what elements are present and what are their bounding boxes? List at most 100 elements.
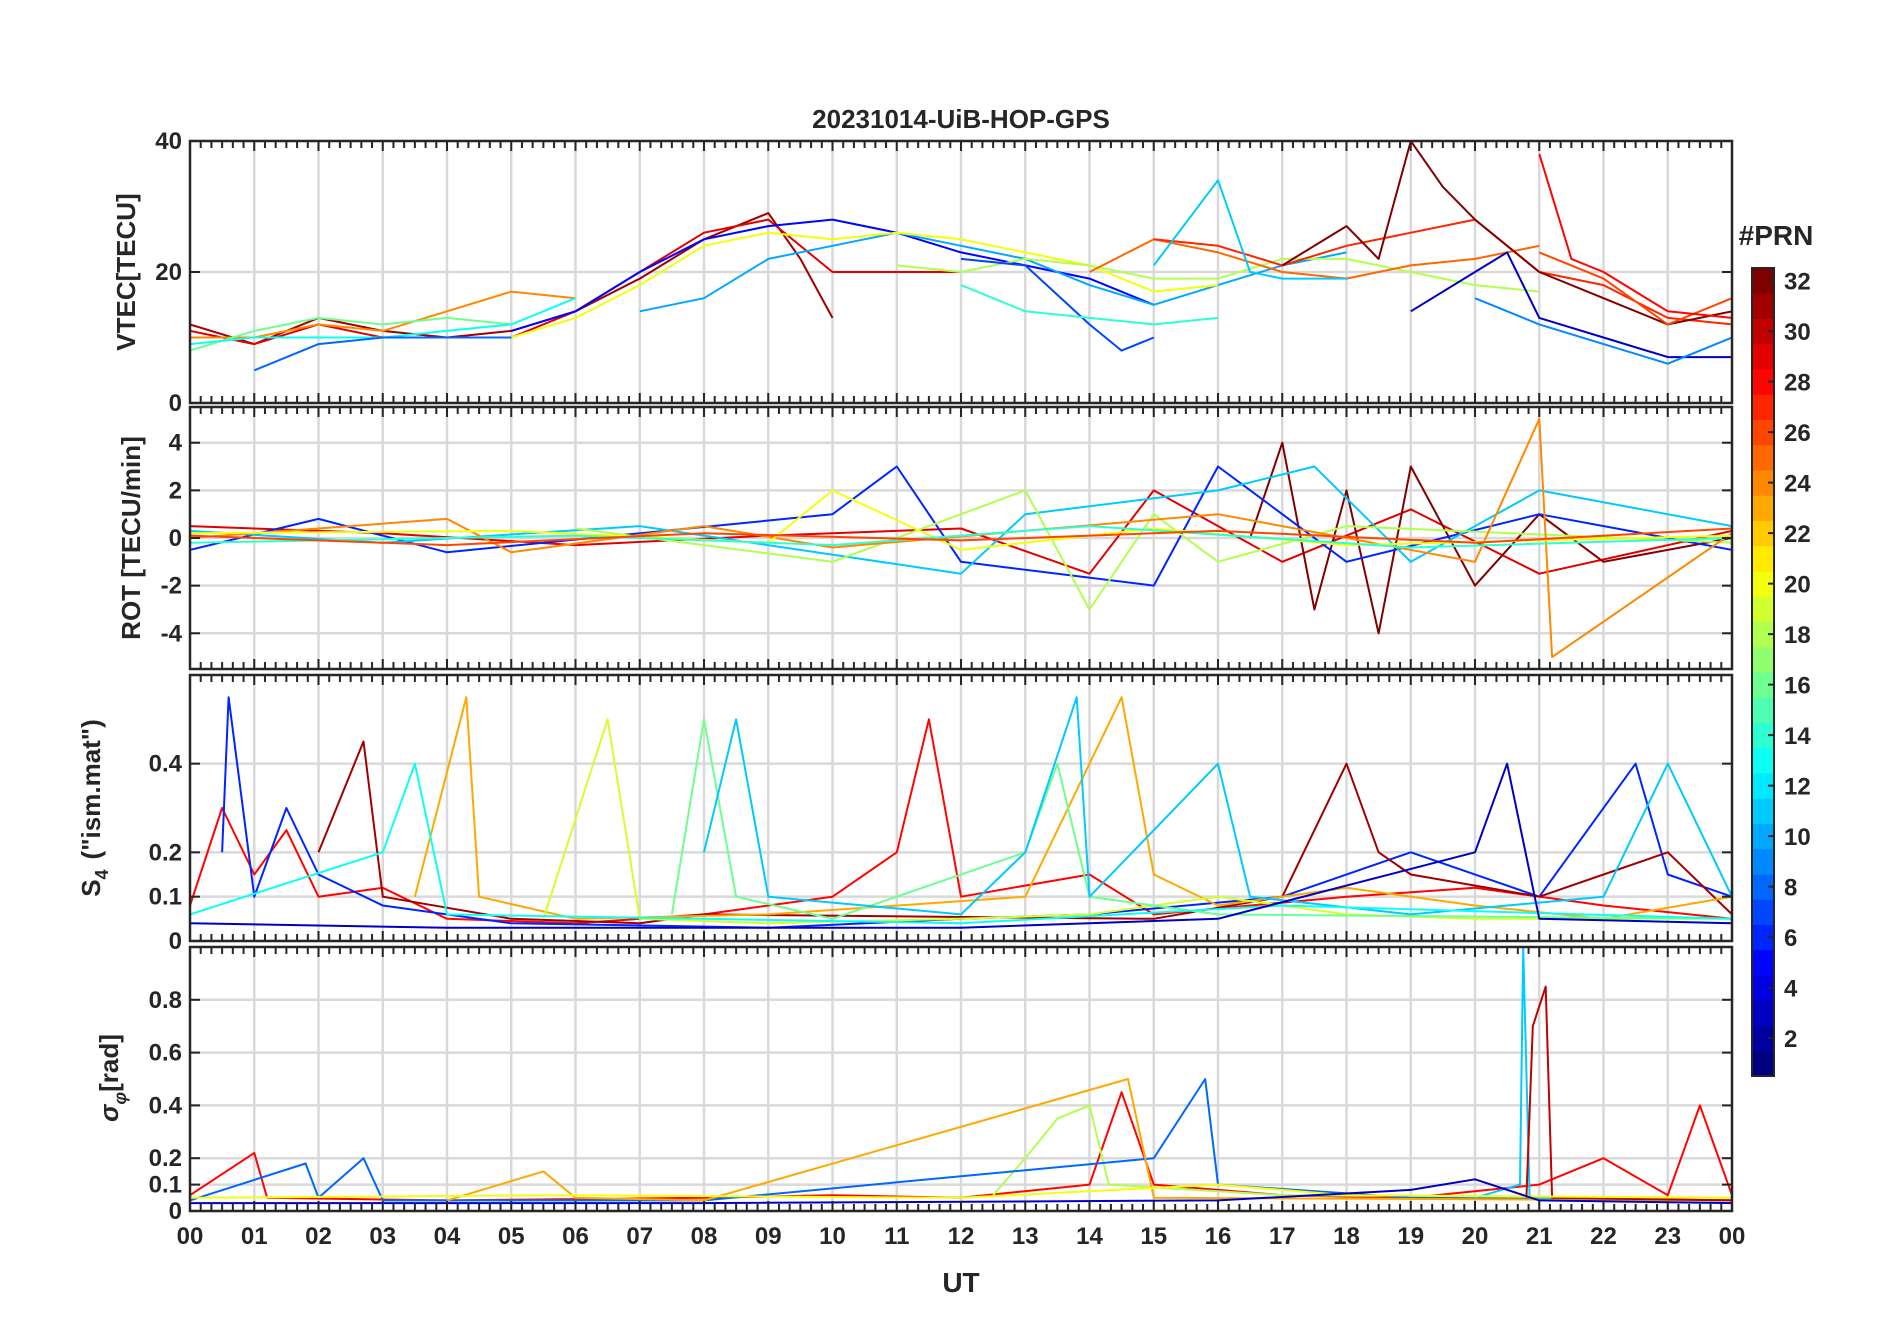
colorbar-tick-label: 32 [1784,269,1811,296]
x-tick-label: 00 [177,1223,204,1250]
x-tick-label: 19 [1397,1223,1424,1250]
colorbar-segment [1752,394,1774,420]
colorbar-segment [1752,343,1774,370]
x-tick-label: 11 [884,1223,909,1250]
axes-vtec: 0 20 40 [155,128,1734,417]
y-tick-label-s4: 0 [169,928,182,955]
series-line-sigma-prn-18 [992,1104,1732,1199]
series-line-sigma-prn-30 [1525,985,1732,1202]
series-line-s4-prn-23 [413,696,1732,920]
x-tick-label: 03 [369,1223,396,1250]
colorbar-segment [1752,596,1774,622]
series-line-rot-prn-14 [190,525,1732,549]
ylabel-sigma-main: σ [94,1103,124,1122]
series-line-rot-prn-26 [190,527,1732,547]
colorbar-segment [1752,268,1774,294]
panel-vtec: 0 20 40 VTEC[TECU] [111,128,1734,417]
colorbar-segment [1752,848,1774,875]
colorbar-segment [1752,419,1774,446]
y-tick-label-rot: -4 [161,620,183,647]
colorbar-tick-label: 16 [1784,673,1811,700]
series-vtec [190,141,1732,372]
colorbar-tick-label: 18 [1784,622,1811,649]
y-tick-label-sigma: 0.8 [149,987,182,1014]
series-line-sigma-prn-23 [446,1078,1732,1202]
colorbar-segments [1752,268,1774,1077]
series-line-vtec-prn-9 [1474,297,1732,365]
series-line-vtec-prn-25 [1089,238,1540,280]
axes-rot: -4 -2 0 2 4 [161,405,1734,671]
x-tick-labels: 00 01 02 03 04 05 06 07 08 09 10 11 12 13 14 15 16 17 18 19… [177,1223,1746,1250]
series-s4 [190,696,1732,929]
colorbar-segment [1752,495,1774,521]
colorbar-tick-label: 22 [1784,521,1811,548]
colorbar-segment [1752,318,1774,345]
colorbar-segment [1752,1000,1774,1026]
axes-sigma: 00.10.2 0.4 0.6 0.8 [149,945,1734,1225]
series-line-s4-prn-3 [190,762,1732,929]
y-tick-label-s4: 0.4 [149,751,183,778]
x-tick-label: 16 [1205,1223,1232,1250]
colorbar-tick-label: 28 [1784,370,1811,397]
axes-s4: 0 0.1 0.2 0.4 [149,673,1734,955]
series-line-vtec-prn-16 [190,316,512,352]
colorbar-tick-label: 30 [1784,319,1811,346]
x-tick-label: 14 [1076,1223,1103,1250]
colorbar-tick-label: 6 [1784,925,1797,952]
y-tick-label-sigma: 0.6 [149,1040,182,1067]
x-tick-label: 21 [1526,1223,1553,1250]
y-tick-label-rot: 4 [169,430,183,457]
x-tick-label: 12 [948,1223,975,1250]
y-tick-label-rot: -2 [161,573,182,600]
series-line-s4-prn-6 [221,696,1732,929]
series-line-vtec-prn-26 [1538,251,1732,326]
series-line-vtec-prn-5 [511,218,1155,332]
series-line-vtec-prn-20 [511,231,1219,339]
x-tick-label: 01 [241,1223,268,1250]
colorbar-tick-label: 12 [1784,774,1811,801]
colorbar-segment [1752,798,1774,824]
series-line-rot-prn-18 [575,489,1732,611]
series-line-vtec-prn-11 [1153,179,1347,280]
colorbar-segment [1752,545,1774,572]
series-line-s4-prn-13 [190,762,1732,925]
x-tick-label: 08 [691,1223,718,1250]
colorbar-segment [1752,975,1774,1001]
colorbar-segment [1752,646,1774,673]
colorbar-tick-label: 2 [1784,1026,1797,1053]
series-line-vtec-prn-28 [1538,153,1732,319]
y-tick-label-sigma: 0.1 [149,1172,182,1199]
y-tick-label-sigma: 0.4 [149,1092,183,1119]
panel-sigma: 00.10.2 0.4 0.6 0.8 σφ[rad] [94,945,1734,1225]
panel-rot: -4 -2 0 2 4 ROT [TECU/min] [116,405,1734,671]
y-tick-label-s4: 0.2 [149,839,182,866]
series-line-vtec-prn-3 [1410,251,1732,359]
y-tick-label-vtec: 0 [169,390,182,417]
grid-sigma [190,947,1732,1213]
x-tick-label: 07 [626,1223,653,1250]
series-line-vtec-prn-14 [960,284,1219,326]
colorbar-tick-label: 10 [1784,824,1811,851]
ylabel-s4-rest: ("ism.mat") [76,719,106,859]
series-line-s4-prn-28 [190,718,1732,925]
x-tick-label: 05 [498,1223,525,1250]
colorbar-segment [1752,747,1774,774]
ylabel-sigma-rest: [rad] [94,1034,124,1092]
series-rot [190,417,1732,659]
series-line-s4-prn-11 [703,696,1732,916]
colorbar-tick-label: 14 [1784,723,1811,750]
ylabel-rot: ROT [TECU/min] [116,436,146,640]
colorbar-segment [1752,722,1774,749]
x-tick-label: 23 [1654,1223,1681,1250]
colorbar-segment [1752,621,1774,648]
ylabel-s4-main: S [76,879,106,896]
x-tick-label: 04 [434,1223,461,1250]
colorbar-tick-label: 24 [1784,471,1811,498]
x-tick-label: 00 [1719,1223,1746,1250]
colorbar-tick-label: 20 [1784,572,1811,599]
y-tick-label-rot: 0 [169,525,182,552]
colorbar-frame [1751,267,1775,1077]
x-tick-label: 13 [1012,1223,1039,1250]
